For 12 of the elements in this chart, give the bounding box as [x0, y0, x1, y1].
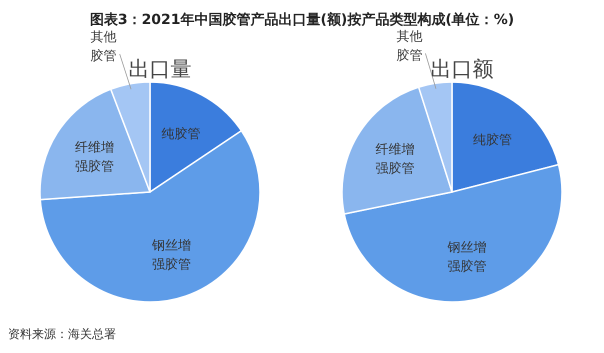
text: 资料来源：海关总署: [8, 327, 116, 341]
text: 图表3：2021年中国胶管产品出口量(额)按产品类型构成(单位：%): [90, 11, 514, 28]
text: 出口额: [430, 57, 494, 81]
slice-label: 其他胶管: [90, 30, 117, 64]
slice-label: 纤维增强胶管: [74, 140, 114, 174]
slice-label: 钢丝增强胶管: [446, 240, 486, 274]
slice-label: 纯胶管: [162, 126, 201, 142]
slice-label: 钢丝增强胶管: [150, 238, 191, 272]
slice-label: 纤维增强胶管: [376, 142, 415, 177]
text: 出口量: [128, 57, 192, 81]
slice-label: 纯胶管: [472, 132, 512, 148]
slice-label: 其他胶管: [396, 29, 422, 64]
